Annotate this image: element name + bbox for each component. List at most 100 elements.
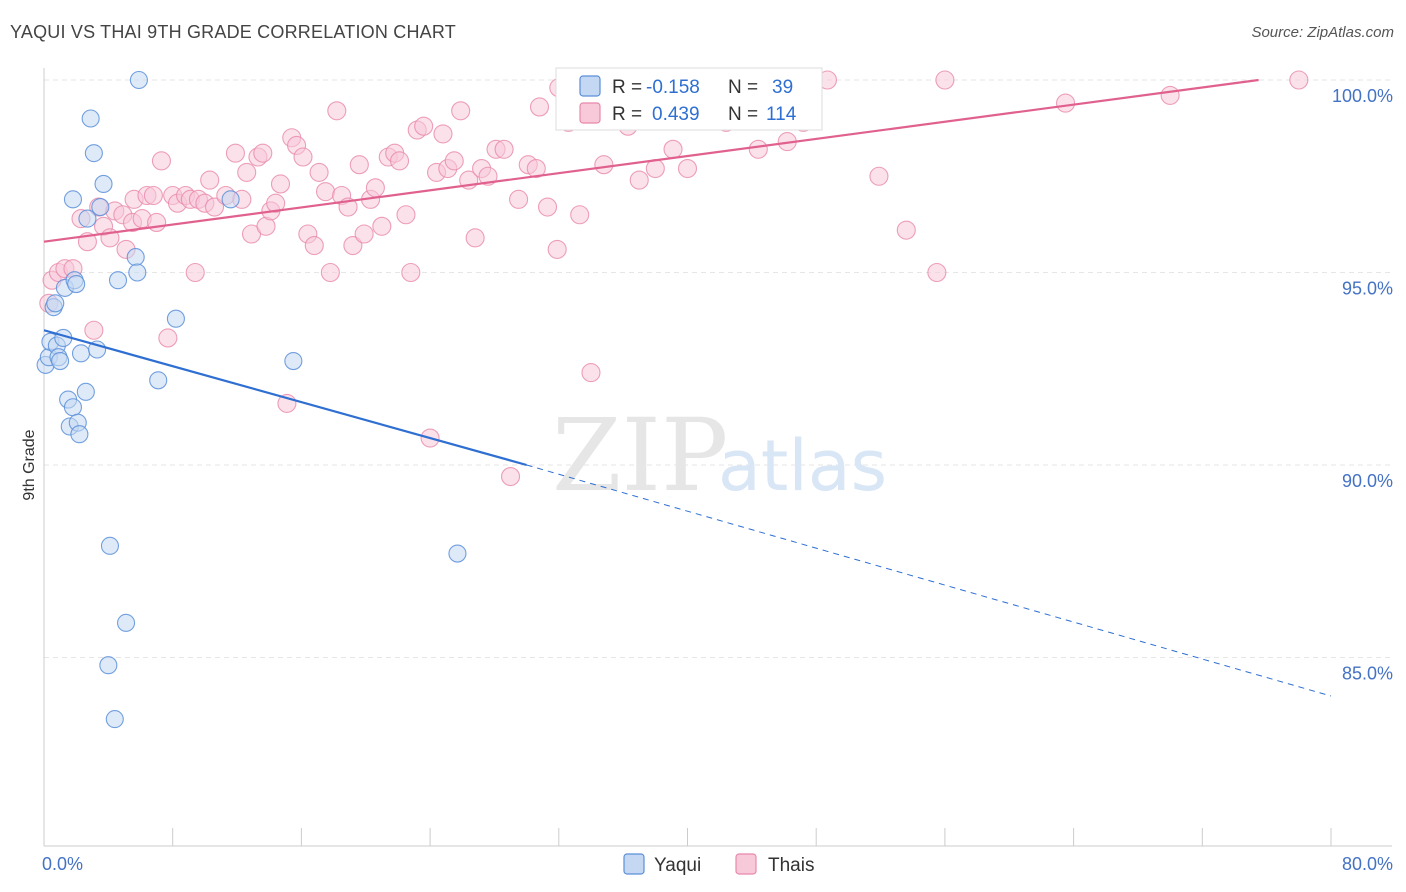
thais-point-74 (465, 228, 485, 248)
thais-point-32 (225, 143, 245, 163)
chart-title: YAQUI VS THAI 9TH GRADE CORRELATION CHAR… (10, 22, 456, 42)
thais-point-76 (478, 166, 498, 186)
thais-point-30 (204, 197, 225, 217)
correlation-legend: R = -0.158 N = 39 R = 0.439 N = 114 (555, 67, 823, 131)
yaqui-point-33 (284, 351, 303, 371)
yaqui-point-36 (46, 294, 65, 313)
y-tick-label-3: 100.0% (1332, 86, 1393, 106)
thais-point-56 (354, 224, 374, 244)
yaqui-point-38 (67, 274, 86, 294)
x-tick-label-1: 80.0% (1342, 854, 1393, 874)
yaqui-point-16 (78, 209, 97, 228)
yaqui-point-6 (51, 351, 70, 371)
x-tick-label-0: 0.0% (42, 854, 83, 874)
yaqui-point-34 (448, 544, 467, 563)
thais-point-66 (414, 116, 434, 136)
legend-n-value-thais: 114 (766, 104, 797, 125)
yaqui-point-23 (105, 710, 124, 729)
axes (43, 68, 1392, 847)
bottom-legend-swatch-thais (735, 853, 757, 875)
thais-point-79 (500, 466, 521, 487)
thais-point-101 (927, 262, 947, 283)
thais-point-72 (451, 101, 471, 121)
thais-point-100 (896, 220, 916, 240)
thais-point-107 (529, 97, 550, 117)
yaqui-trend-line (43, 329, 527, 467)
yaqui-point-13 (70, 425, 89, 444)
yaqui-point-24 (108, 271, 128, 290)
y-tick-label-1: 90.0% (1342, 471, 1393, 491)
thais-trend-line (43, 78, 1259, 243)
yaqui-point-29 (129, 70, 148, 90)
thais-point-80 (509, 189, 529, 209)
thais-point-20 (151, 151, 171, 171)
thais-point-82 (526, 159, 546, 179)
thais-point-63 (396, 205, 416, 225)
yaqui-point-27 (126, 248, 145, 267)
thais-point-59 (372, 216, 392, 236)
thais-point-83 (537, 197, 558, 217)
yaqui-point-10 (63, 398, 83, 417)
thais-point-62 (389, 151, 410, 171)
yaqui-trend-extension (526, 464, 1332, 697)
thais-point-7 (84, 320, 104, 340)
yaqui-point-17 (81, 109, 100, 128)
legend-n-label-yaqui: N = (728, 77, 758, 98)
thais-point-41 (270, 174, 291, 194)
legend-r-label-yaqui: R = (612, 77, 642, 98)
legend-n-value-yaqui: 39 (772, 77, 793, 98)
bottom-legend-label-yaqui: Yaqui (654, 855, 701, 876)
thais-point-58 (365, 178, 385, 198)
thais-point-102 (935, 70, 955, 90)
legend-swatch-thais (579, 102, 601, 124)
thais-point-48 (309, 162, 329, 182)
yaqui-points (36, 70, 467, 729)
thais-point-37 (253, 143, 273, 163)
thais-point-88 (594, 155, 614, 175)
thais-point-84 (547, 239, 567, 259)
watermark: ZIP atlas (552, 397, 887, 514)
thais-point-69 (433, 124, 453, 144)
yaqui-point-30 (149, 371, 168, 390)
legend-r-value-yaqui: -0.158 (646, 77, 700, 98)
thais-point-19 (147, 212, 167, 232)
chart-source: Source: ZipAtlas.com (1251, 24, 1394, 41)
yaqui-point-20 (91, 198, 110, 217)
thais-point-104 (1160, 85, 1180, 105)
thais-point-55 (349, 155, 369, 175)
yaqui-point-31 (166, 309, 185, 328)
thais-point-26 (185, 262, 205, 283)
yaqui-point-22 (100, 536, 120, 555)
thais-point-34 (237, 162, 257, 182)
thais-point-40 (266, 193, 286, 213)
series-legend: Yaqui Thais (623, 853, 814, 876)
yaqui-point-35 (63, 190, 83, 209)
x-tick-labels: 0.0% 80.0% (42, 854, 1393, 874)
legend-swatch-yaqui (579, 75, 601, 97)
y-tick-label-0: 85.0% (1342, 664, 1393, 684)
yaqui-point-25 (116, 613, 136, 632)
watermark-atlas: atlas (718, 425, 887, 507)
legend-r-label-thais: R = (612, 104, 642, 125)
yaqui-point-32 (221, 190, 240, 209)
thais-point-87 (581, 363, 601, 383)
bottom-legend-label-thais: Thais (768, 855, 814, 876)
y-tick-label-2: 95.0% (1342, 279, 1393, 299)
thais-point-50 (320, 262, 340, 283)
thais-point-21 (158, 328, 178, 348)
thais-point-49 (315, 182, 336, 202)
thais-point-18 (143, 185, 163, 206)
legend-r-value-thais: 0.439 (652, 104, 700, 125)
trend-lines (43, 78, 1332, 697)
thais-point-90 (629, 170, 649, 190)
yaqui-point-15 (76, 382, 95, 401)
thais-point-78 (494, 139, 514, 159)
thais-point-71 (444, 151, 464, 171)
thais-point-92 (663, 139, 683, 159)
thais-point-86 (570, 205, 590, 225)
yaqui-point-26 (99, 656, 118, 675)
legend-n-label-thais: N = (728, 104, 758, 125)
y-axis-title: 9th Grade (21, 429, 38, 500)
y-tick-labels: 85.0% 90.0% 95.0% 100.0% (1332, 86, 1393, 684)
